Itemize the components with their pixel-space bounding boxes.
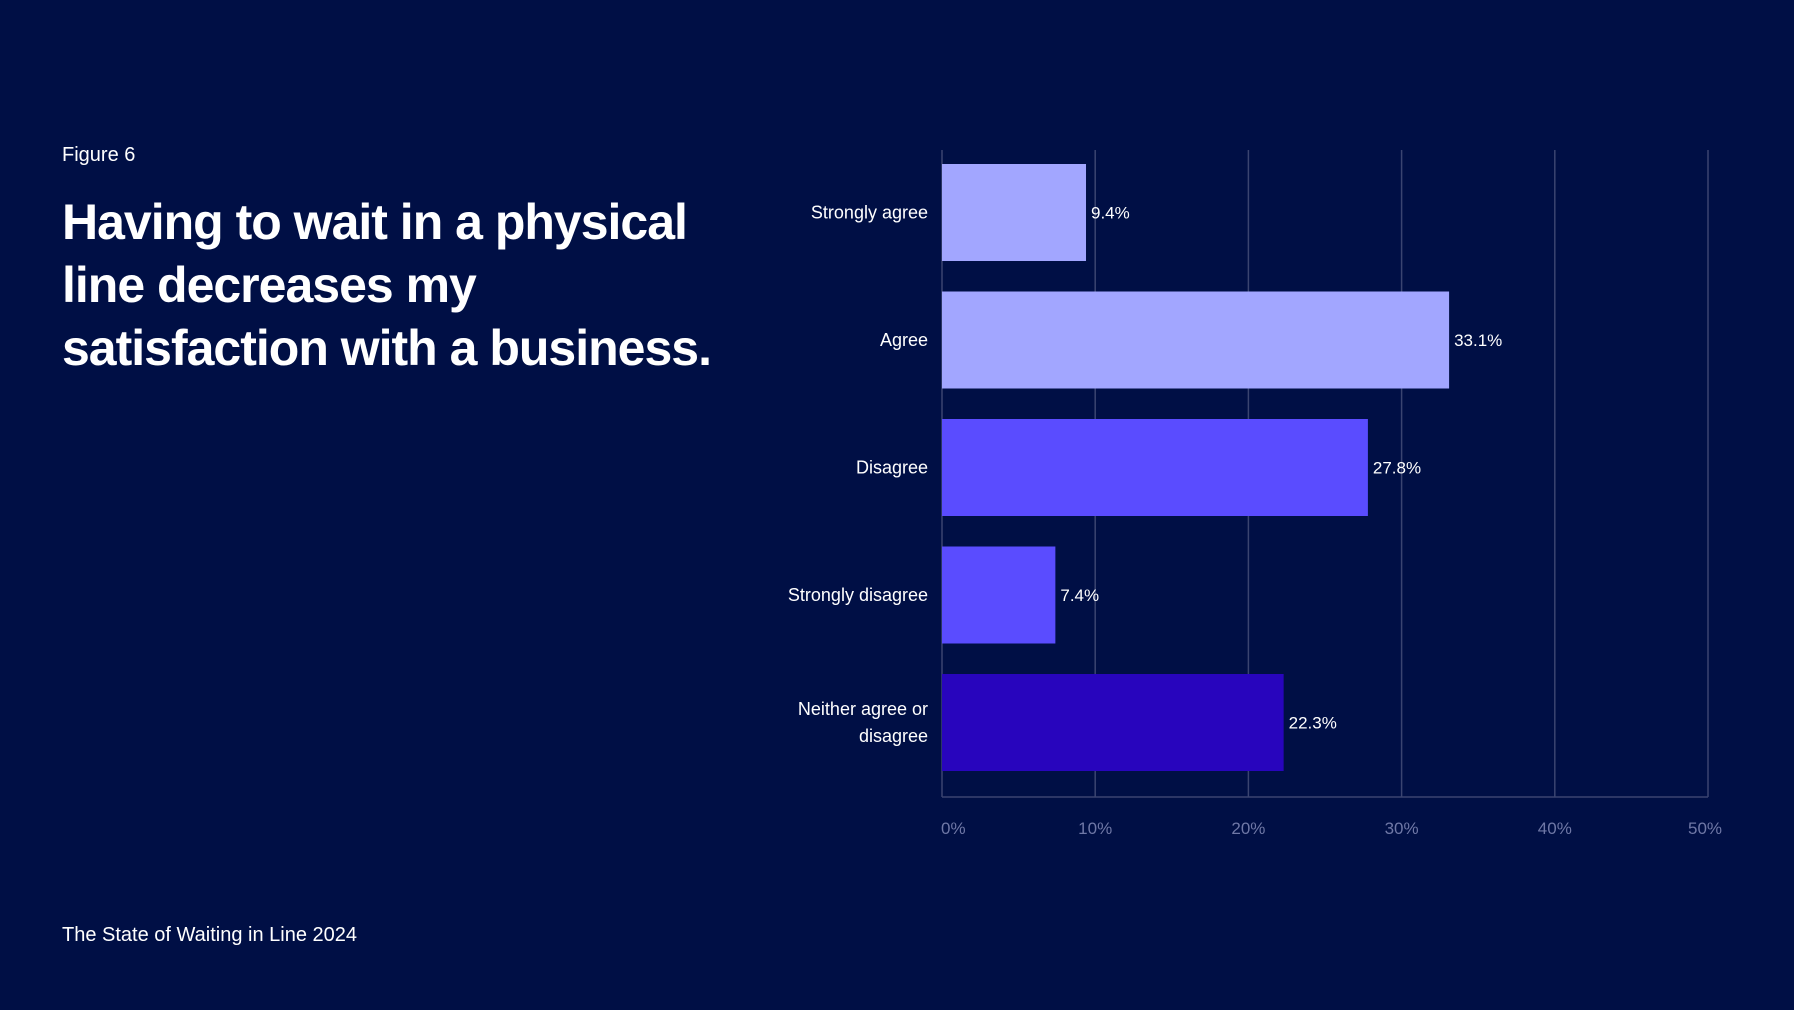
- data-label: 9.4%: [1091, 204, 1130, 223]
- category-label: Neither agree or disagree: [798, 699, 928, 746]
- data-label: 33.1%: [1454, 331, 1502, 350]
- data-label: 22.3%: [1289, 714, 1337, 733]
- x-tick-label: 50%: [1688, 819, 1722, 838]
- bar: [942, 164, 1087, 261]
- x-tick-label: 40%: [1538, 819, 1572, 838]
- bar: [942, 291, 1450, 389]
- category-label: Disagree: [856, 458, 928, 478]
- page-title: Having to wait in a physical line decrea…: [62, 194, 712, 376]
- category-label: Strongly agree: [811, 203, 928, 223]
- data-label: 27.8%: [1373, 459, 1421, 478]
- category-label: Strongly disagree: [788, 585, 928, 605]
- x-tick-label: 0%: [941, 819, 966, 838]
- figure-label: Figure 6: [62, 144, 136, 166]
- data-label: 7.4%: [1060, 586, 1099, 605]
- x-tick-label: 20%: [1231, 819, 1265, 838]
- category-label: Agree: [880, 330, 928, 350]
- x-tick-label: 10%: [1078, 819, 1112, 838]
- report-footer: The State of Waiting in Line 2024: [62, 924, 357, 946]
- x-tick-label: 30%: [1385, 819, 1419, 838]
- bar: [942, 546, 1056, 644]
- bar: [942, 674, 1284, 771]
- bar: [942, 419, 1368, 516]
